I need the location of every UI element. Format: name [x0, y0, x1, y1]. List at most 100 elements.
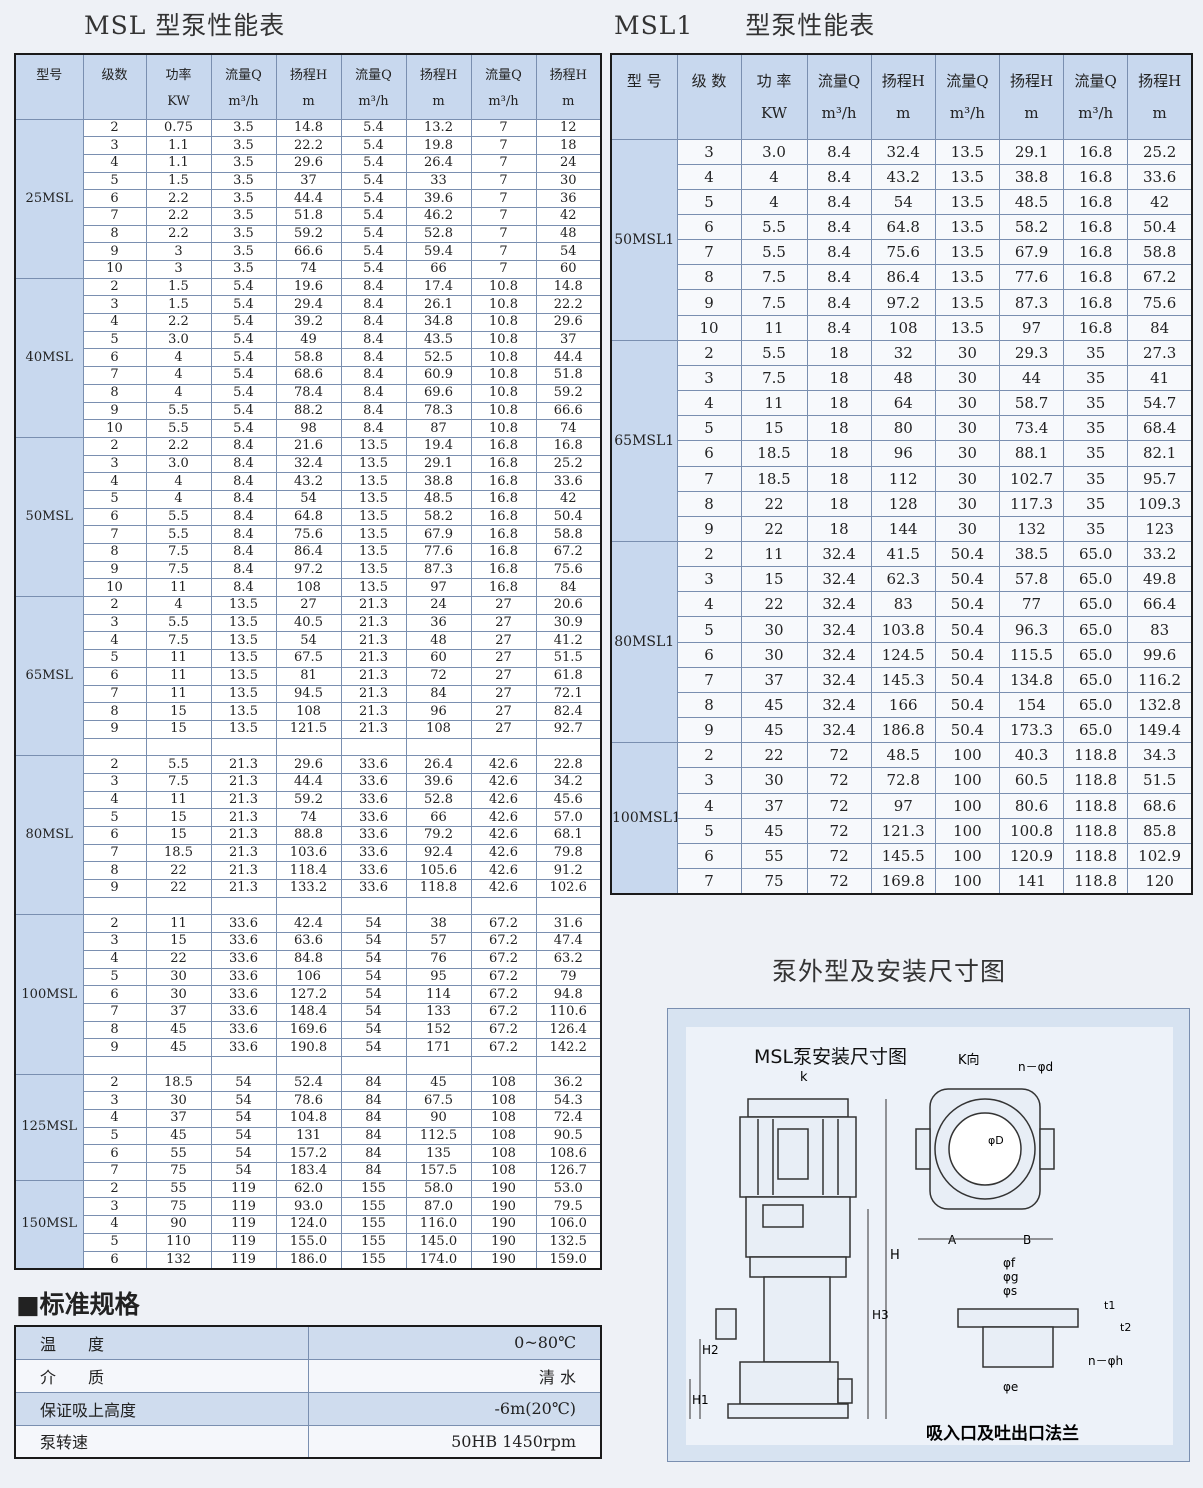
table-cell: 30 [145, 985, 212, 1004]
table-cell: 42.6 [470, 808, 537, 827]
table-cell: 96.3 [998, 616, 1065, 643]
table-cell: 65.0 [1063, 591, 1129, 618]
table-cell: 4 [740, 163, 808, 190]
table-cell: 58.2 [405, 507, 472, 527]
table-cell: 5.4 [340, 118, 407, 138]
table-cell: 16.8 [1063, 138, 1129, 165]
table-cell: 48 [870, 364, 936, 392]
table-cell: 30 [934, 364, 1000, 392]
table-cell: 190.8 [275, 1038, 342, 1057]
table-cell: 118.8 [1063, 817, 1129, 844]
table-cell: 19.6 [275, 277, 342, 297]
table-cell: 44.4 [275, 189, 342, 208]
table-cell: 174.0 [405, 1250, 472, 1270]
table-row: 50MSL1 3 3.0 8.4 32.4 13.5 29.1 16.8 25.2 [610, 138, 1193, 341]
table-cell: 67.9 [998, 239, 1065, 266]
table-cell: 5.4 [340, 206, 407, 226]
table-cell: 67.2 [470, 1020, 537, 1040]
table-cell: 75.6 [1127, 289, 1193, 316]
table-cell: 13.5 [340, 436, 407, 456]
svg-text:H3: H3 [872, 1308, 889, 1322]
table-cell: 13.5 [340, 489, 407, 509]
table-row: 5 1.5 3.5 37 5.4 33 7 30 [15, 171, 602, 191]
table-cell: 103.8 [870, 616, 936, 643]
svg-text:t1: t1 [1104, 1299, 1115, 1312]
table-cell: 5.4 [210, 277, 277, 297]
spec-value: 清 水 [307, 1358, 602, 1393]
table-row: 6 2.2 3.5 44.4 5.4 39.6 7 36 [15, 189, 602, 208]
table-cell: 121.3 [870, 817, 936, 844]
table-cell [470, 737, 537, 757]
table-row: 4 22 33.6 84.8 54 76 67.2 63.2 [15, 949, 602, 969]
table-cell: 2.2 [145, 224, 212, 244]
table-cell: 50.4 [934, 566, 1000, 593]
svg-text:φe: φe [1003, 1380, 1018, 1394]
table-cell: 126.7 [535, 1162, 602, 1181]
table-cell: 65.0 [1063, 666, 1129, 693]
table-cell: 5 [82, 171, 147, 191]
table-cell: 108 [470, 1126, 537, 1146]
table-cell: 157.2 [275, 1144, 342, 1164]
table-cell: 21.3 [340, 631, 407, 651]
table-cell: 32.4 [806, 591, 872, 618]
table-cell: 62.0 [275, 1179, 342, 1199]
table-cell: 13.5 [210, 719, 277, 739]
table-cell: 66 [405, 808, 472, 827]
table-cell: 48.5 [998, 188, 1065, 215]
table-cell: 10.8 [470, 366, 537, 385]
table-row: 4 11 21.3 59.2 33.6 52.8 42.6 45.6 [15, 790, 602, 810]
table-cell: 30 [934, 465, 1000, 492]
table-cell: 18 [806, 465, 872, 492]
model-cell: 80MSL1 [610, 540, 678, 744]
table-cell: 4 [740, 188, 808, 215]
table-row: 4 4 8.4 43.2 13.5 38.8 16.8 33.6 [15, 472, 602, 491]
table-cell: 5.4 [340, 224, 407, 244]
table-cell: 8.4 [806, 188, 872, 215]
table-cell: 132 [145, 1250, 212, 1270]
right-table-title: MSL1 型泵性能表 [614, 11, 876, 40]
table-cell: 123 [1127, 515, 1193, 543]
table-cell: 10.8 [470, 419, 537, 438]
table-cell: 135 [405, 1144, 472, 1164]
table-cell: 43.2 [275, 472, 342, 491]
table-cell: 13.5 [934, 264, 1000, 291]
table-cell: 27 [470, 684, 537, 704]
table-row: 6 30 32.4 124.5 50.4 115.5 65.0 99.6 [611, 641, 1193, 668]
table-cell: 6 [82, 1250, 147, 1270]
table-cell: 7 [470, 206, 537, 226]
table-cell: 87.3 [405, 560, 472, 580]
table-cell: 157.5 [405, 1162, 472, 1181]
table-cell: 33.6 [340, 826, 407, 845]
table-cell: 2.2 [145, 313, 212, 332]
table-cell: 173.3 [998, 717, 1065, 744]
table-row: 9 45 32.4 186.8 50.4 173.3 65.0 149.4 [611, 717, 1193, 744]
table-cell: 186.0 [275, 1250, 342, 1270]
table-cell: 7.5 [740, 289, 808, 316]
table-cell: 93.0 [275, 1197, 342, 1217]
table-cell: 8.4 [210, 560, 277, 580]
table-cell: 74 [535, 419, 602, 438]
table-cell: 110 [145, 1232, 212, 1252]
table-cell: 141 [998, 868, 1065, 895]
table-cell: 72 [806, 817, 872, 844]
table-cell: 5 [676, 415, 742, 442]
table-cell: 30 [740, 616, 808, 643]
table-cell: 57.0 [535, 808, 602, 827]
table-cell: 100 [934, 868, 1000, 895]
table-cell [405, 896, 472, 916]
table-cell: 29.1 [998, 138, 1065, 165]
table-cell: 2 [82, 755, 147, 774]
svg-text:B: B [1023, 1233, 1031, 1247]
table-cell: 103.6 [275, 843, 342, 863]
table-cell: 116.2 [1127, 666, 1193, 693]
table-cell: 21.3 [340, 613, 407, 633]
table-cell: 7 [470, 242, 537, 261]
diagram-heading: MSL泵安装尺寸图 [754, 1046, 907, 1068]
table-cell: 32.4 [806, 540, 872, 568]
table-cell: 82.1 [1127, 440, 1193, 467]
table-cell: 5.5 [145, 401, 212, 421]
table-row: 5 15 21.3 74 33.6 66 42.6 57.0 [15, 808, 602, 827]
table-cell: 5.4 [340, 189, 407, 208]
table-cell: 8.4 [340, 401, 407, 421]
svg-text:H: H [890, 1248, 900, 1263]
